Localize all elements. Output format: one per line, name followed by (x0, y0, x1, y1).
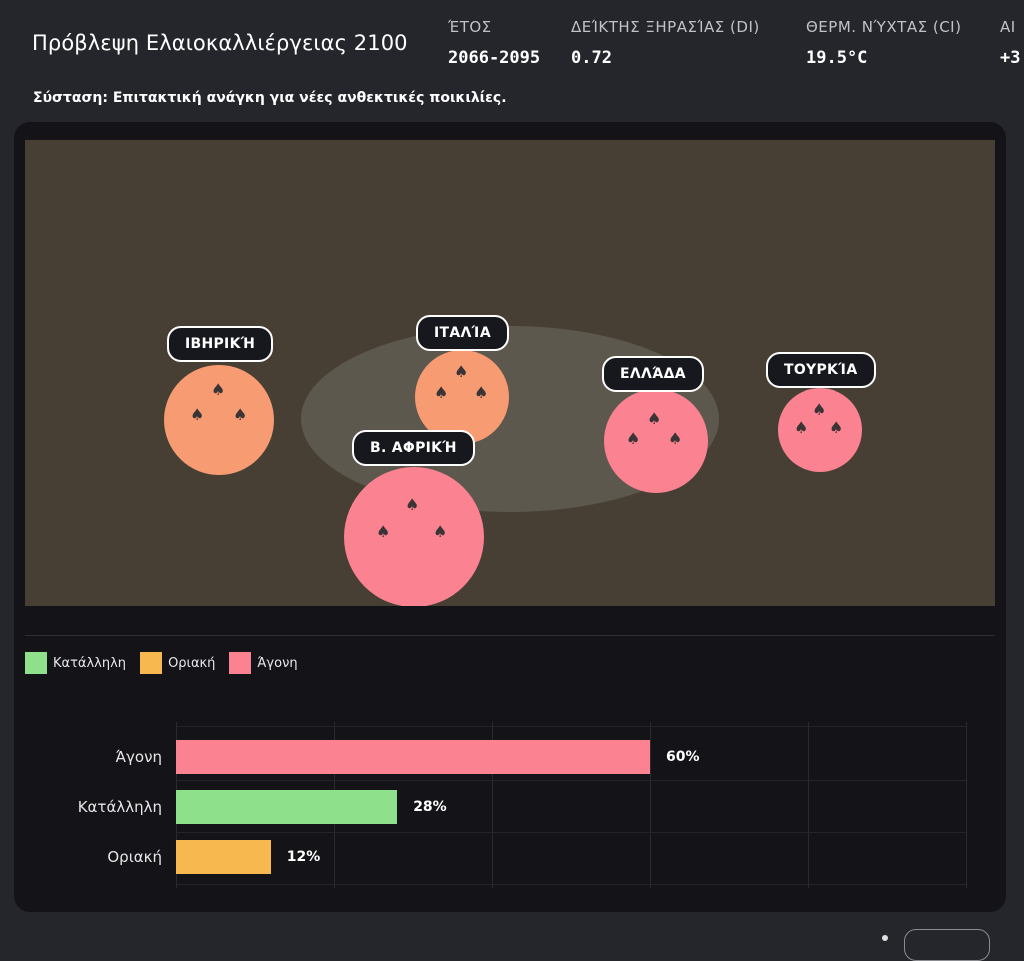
stat-drought-label: ΔΕΊΚΤΗΣ ΞΗΡΑΣΊΑΣ (DI) (571, 18, 760, 36)
recommendation-text: Σύσταση: Επιτακτική ανάγκη για νέες ανθε… (33, 90, 507, 106)
stat-drought-value: 0.72 (571, 48, 612, 68)
olive-tree-icon: ♠ (794, 418, 809, 437)
legend-swatch (229, 652, 252, 674)
olive-tree-icon: ♠ (434, 383, 449, 402)
bar-category-label: Κατάλληλη (77, 798, 162, 816)
region-north-africa-marker[interactable]: ♠ ♠ ♠ (344, 467, 484, 606)
bar[interactable] (176, 740, 650, 774)
grid-line (808, 722, 809, 888)
olive-tree-icon: ♠ (812, 400, 827, 419)
olive-tree-icon: ♠ (454, 362, 469, 381)
stat-extra: ΑΙ +3 (1000, 18, 1024, 68)
bar-value-label: 12% (286, 849, 321, 865)
legend-label: Κατάλληλη (53, 655, 127, 671)
grid-line (176, 726, 966, 727)
stat-year-value: 2066-2095 (448, 48, 541, 68)
region-turkey-label[interactable]: ΤΟΥΡΚΊΑ (766, 352, 876, 388)
bar-value-label: 28% (413, 799, 447, 815)
olive-tree-icon: ♠ (626, 429, 641, 448)
region-map: ♠ ♠ ♠ ΙΒΗΡΙΚΉ ♠ ♠ ♠ ΙΤΑΛΊΑ ♠ ♠ ♠ Β. ΑΦΡΙ… (25, 140, 995, 606)
bar-value-label: 60% (666, 749, 700, 765)
olive-tree-icon: ♠ (376, 522, 391, 541)
olive-tree-icon: ♠ (474, 383, 489, 402)
olive-tree-icon: ♠ (190, 405, 205, 424)
grid-line (176, 832, 966, 833)
bottom-button[interactable] (904, 929, 990, 961)
olive-tree-icon: ♠ (211, 380, 226, 399)
main-panel: ♠ ♠ ♠ ΙΒΗΡΙΚΉ ♠ ♠ ♠ ΙΤΑΛΊΑ ♠ ♠ ♠ Β. ΑΦΡΙ… (14, 122, 1006, 912)
stat-night-temp-label: ΘΕΡΜ. ΝΎΧΤΑΣ (CI) (806, 18, 962, 36)
olive-tree-icon: ♠ (668, 429, 683, 448)
page-title: Πρόβλεψη Ελαιοκαλλιέργειας 2100 (32, 31, 408, 55)
grid-line (650, 722, 651, 888)
region-italy-label[interactable]: ΙΤΑΛΊΑ (416, 315, 509, 351)
region-greece-marker[interactable]: ♠ ♠ ♠ (604, 389, 708, 493)
divider (25, 635, 995, 636)
olive-tree-icon: ♠ (405, 495, 420, 514)
olive-tree-icon: ♠ (433, 522, 448, 541)
bar-category-label: Οριακή (107, 848, 162, 866)
legend-swatch (140, 652, 163, 674)
bar-category-label: Άγονη (115, 748, 162, 766)
grid-line (492, 722, 493, 888)
legend-label: Οριακή (168, 655, 216, 671)
olive-tree-icon: ♠ (829, 418, 844, 437)
region-greece-label[interactable]: ΕΛΛΆΔΑ (602, 356, 704, 392)
legend: Κατάλληλη Οριακή Άγονη (25, 652, 312, 674)
stat-drought-index: ΔΕΊΚΤΗΣ ΞΗΡΑΣΊΑΣ (DI) 0.72 (571, 18, 760, 68)
olive-tree-icon: ♠ (647, 409, 662, 428)
region-iberia-marker[interactable]: ♠ ♠ ♠ (164, 365, 274, 475)
stat-year: ΈΤΟΣ 2066-2095 (448, 18, 540, 68)
legend-label: Άγονη (257, 655, 298, 671)
legend-item-marginal[interactable]: Οριακή (140, 652, 215, 674)
legend-swatch (25, 652, 47, 674)
region-north-africa-label[interactable]: Β. ΑΦΡΙΚΉ (352, 430, 475, 466)
region-iberia-label[interactable]: ΙΒΗΡΙΚΉ (167, 326, 274, 362)
region-italy-marker[interactable]: ♠ ♠ ♠ (415, 350, 509, 444)
stat-year-label: ΈΤΟΣ (448, 18, 492, 36)
olive-tree-icon: ♠ (233, 405, 248, 424)
stat-night-temp-value: 19.5°C (806, 48, 868, 68)
legend-item-suitable[interactable]: Κατάλληλη (25, 652, 126, 674)
stat-extra-value: +3 (1000, 48, 1021, 68)
header: Πρόβλεψη Ελαιοκαλλιέργειας 2100 ΈΤΟΣ 206… (0, 0, 1024, 120)
grid-line (176, 884, 966, 885)
suitability-bar-chart: Άγονη 60% Κατάλληλη 28% Οριακή 12% (14, 722, 1006, 892)
bar[interactable] (176, 840, 271, 874)
bar[interactable] (176, 790, 398, 824)
grid-line (966, 722, 967, 888)
status-dot (882, 935, 888, 941)
legend-item-barren[interactable]: Άγονη (229, 652, 298, 674)
stat-night-temp: ΘΕΡΜ. ΝΎΧΤΑΣ (CI) 19.5°C (806, 18, 961, 68)
region-turkey-marker[interactable]: ♠ ♠ ♠ (778, 388, 862, 472)
grid-line (176, 780, 966, 781)
stat-extra-label: ΑΙ (1000, 18, 1016, 36)
